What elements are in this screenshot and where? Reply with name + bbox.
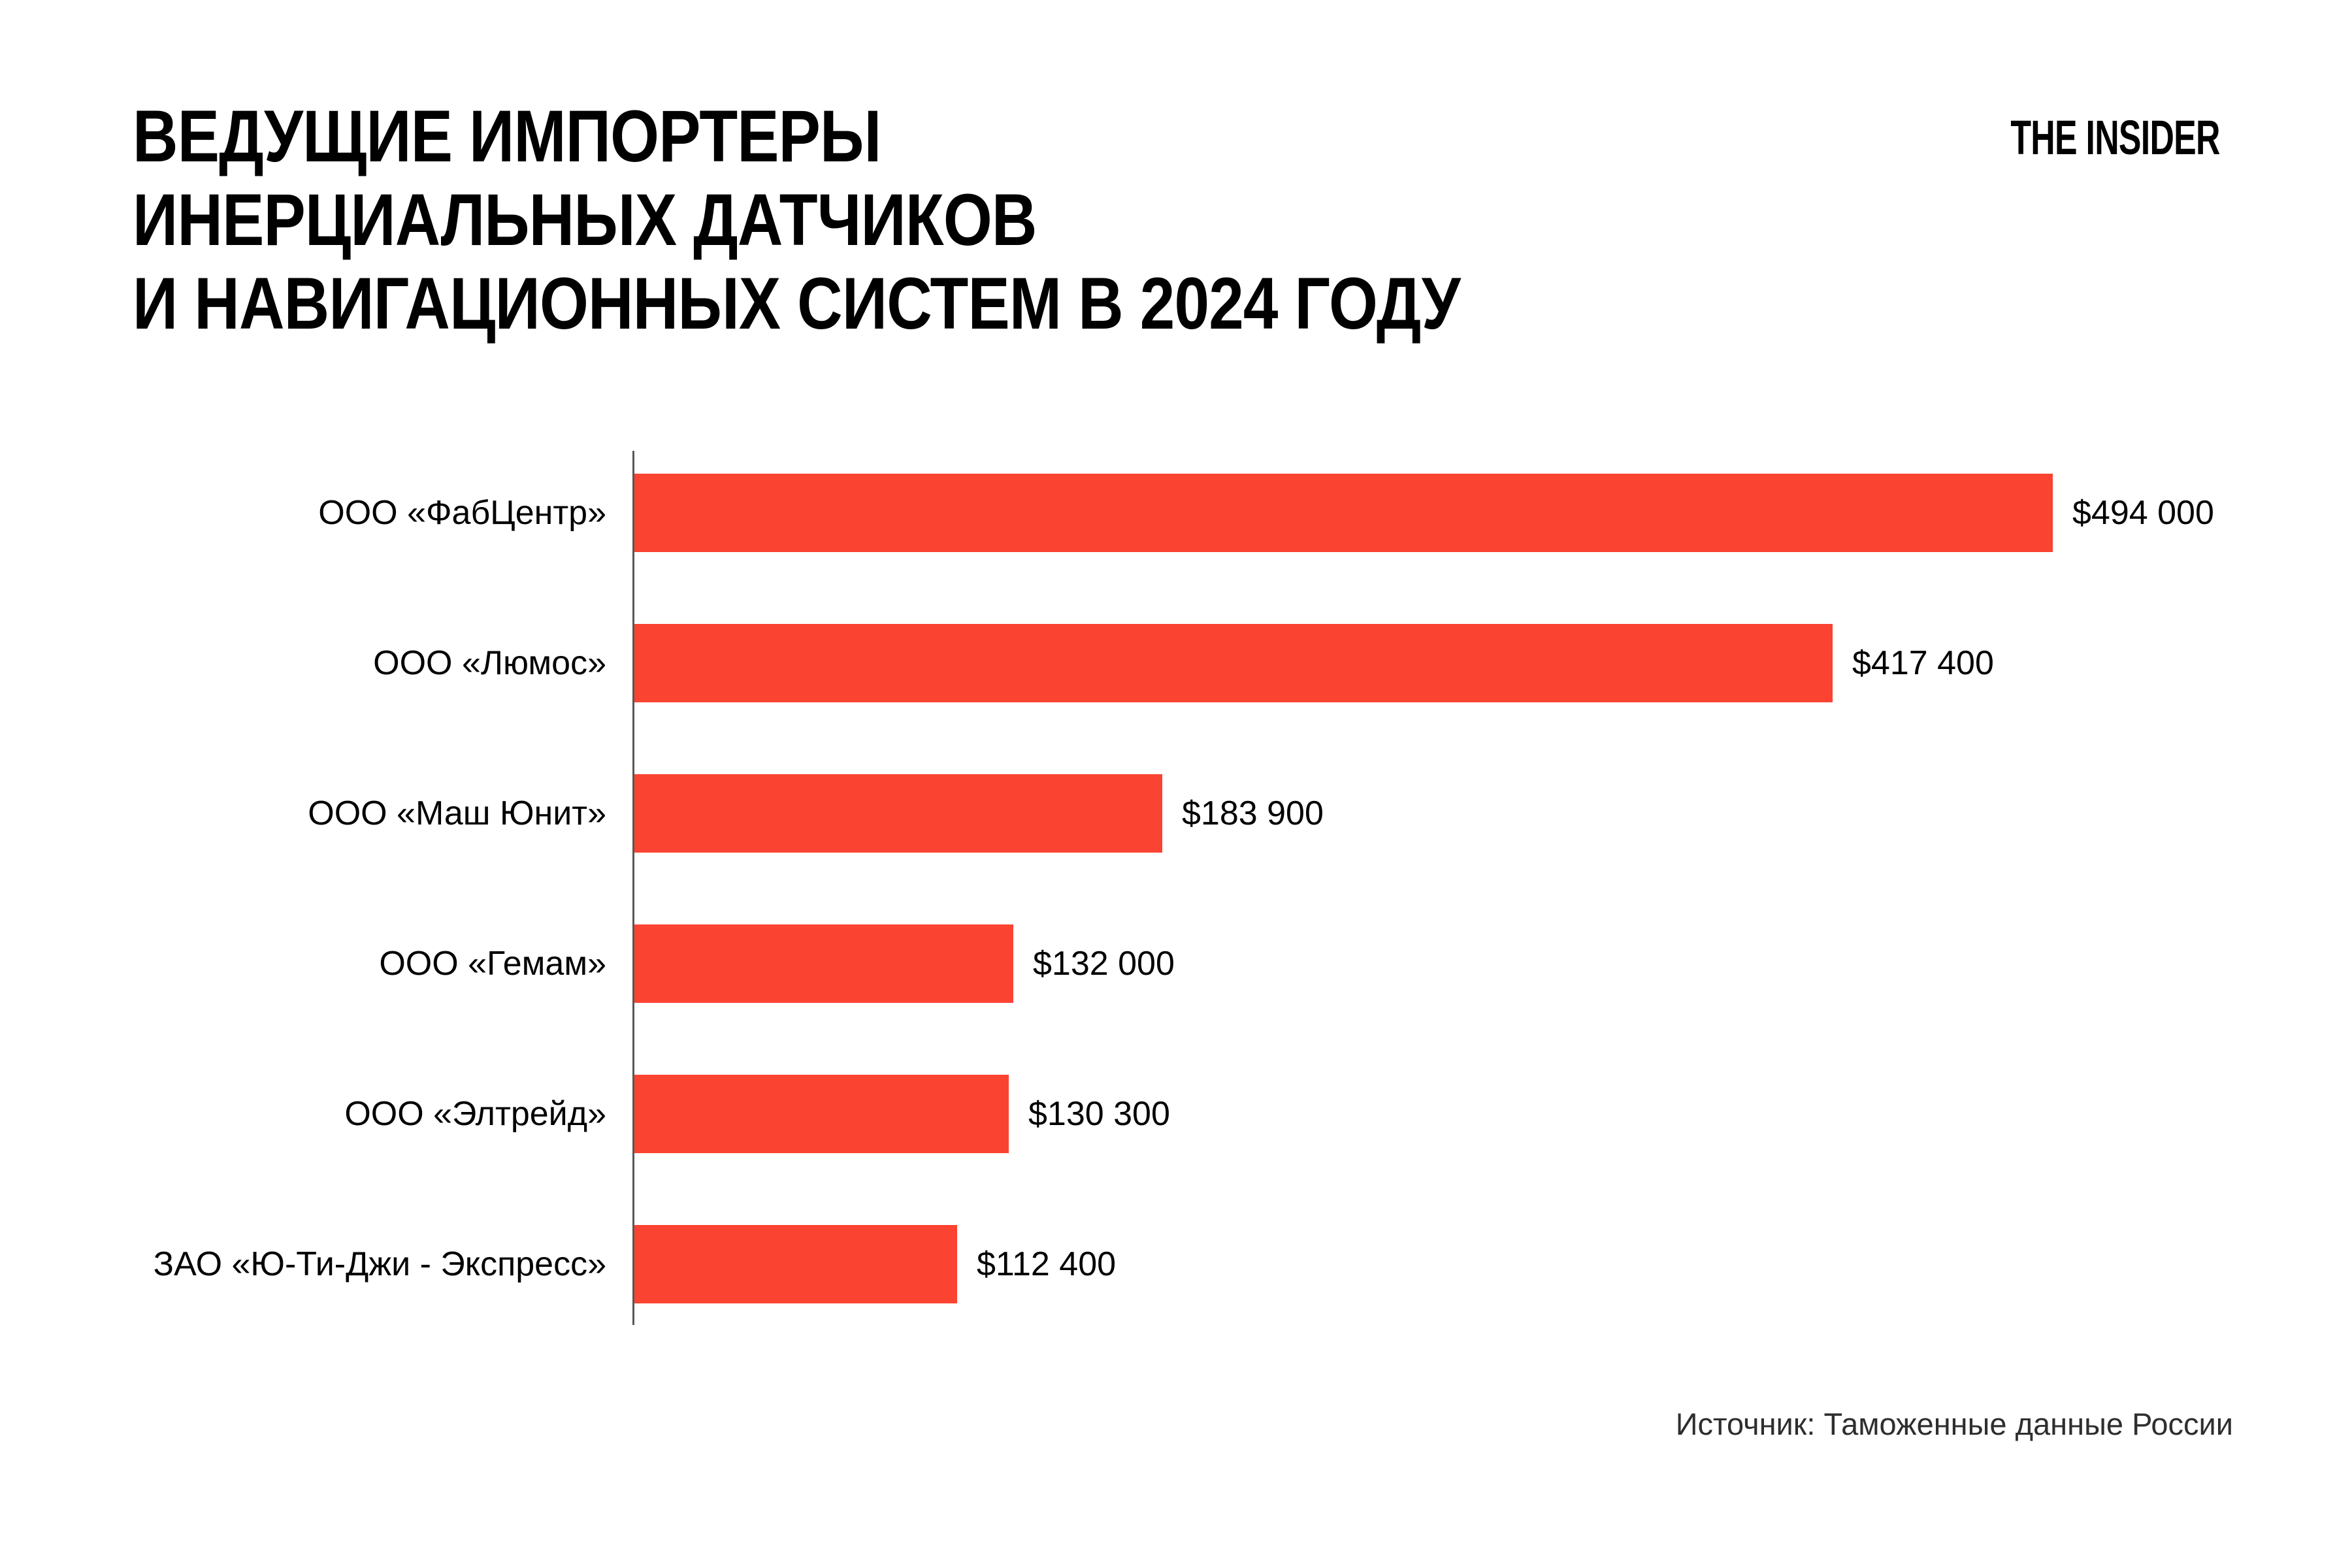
- chart-title-line-2: ИНЕРЦИАЛЬНЫХ ДАТЧИКОВ: [133, 179, 1037, 261]
- value-label: $112 400: [977, 1245, 1117, 1283]
- bar: [634, 474, 2053, 552]
- chart-title-line-3: И НАВИГАЦИОННЫХ СИСТЕМ В 2024 ГОДУ: [133, 263, 1461, 344]
- bar: [634, 624, 1833, 702]
- bar: [634, 924, 1013, 1003]
- the-insider-logo: THE INSIDER: [2010, 110, 2221, 165]
- category-label: ООО «Люмос»: [373, 644, 606, 682]
- source-caption: Источник: Таможенные данные России: [1675, 1407, 2233, 1441]
- value-label: $132 000: [1033, 945, 1175, 983]
- bar: [634, 774, 1162, 853]
- category-label: ООО «Маш Юнит»: [308, 794, 606, 832]
- value-label: $130 300: [1028, 1095, 1170, 1133]
- value-label: $417 400: [1852, 644, 1994, 682]
- chart-title: ВЕДУЩИЕ ИМПОРТЕРЫ ИНЕРЦИАЛЬНЫХ ДАТЧИКОВ …: [133, 95, 1461, 346]
- category-label: ООО «Гемам»: [379, 945, 606, 983]
- category-label: ООО «ФабЦентр»: [318, 494, 606, 532]
- category-label: ООО «Элтрейд»: [344, 1095, 606, 1133]
- bar: [634, 1075, 1009, 1153]
- y-axis-line: [632, 451, 634, 1325]
- bar: [634, 1225, 957, 1303]
- value-label: $494 000: [2072, 494, 2214, 532]
- chart-title-line-1: ВЕДУЩИЕ ИМПОРТЕРЫ: [133, 95, 881, 177]
- category-label: ЗАО «Ю-Ти-Джи - Экспресс»: [153, 1245, 606, 1283]
- value-label: $183 900: [1182, 794, 1324, 832]
